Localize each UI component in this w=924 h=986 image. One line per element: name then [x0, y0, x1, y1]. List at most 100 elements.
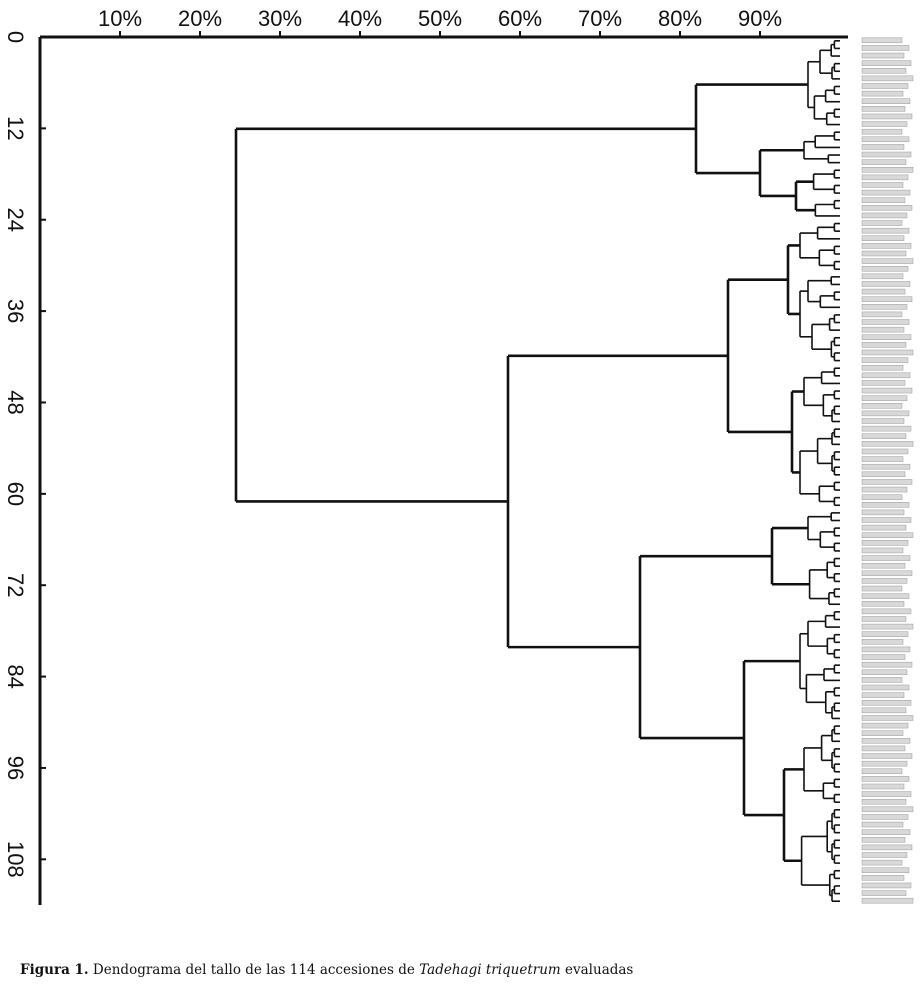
y-tick-label: 96: [3, 756, 28, 780]
leaf-label-mark: [861, 243, 912, 249]
leaf-label-mark: [861, 532, 914, 538]
leaf-label-mark: [861, 128, 903, 135]
leaf-label-mark: [861, 897, 914, 904]
leaf-label-mark: [861, 265, 909, 272]
leaf-label-mark: [861, 646, 911, 653]
leaf-label-mark: [861, 182, 904, 188]
y-tick-label: 108: [3, 841, 28, 878]
leaf-label-mark: [861, 562, 906, 569]
leaf-label-mark: [861, 479, 913, 485]
leaf-label-mark: [861, 342, 907, 348]
leaf-label-mark: [861, 783, 905, 790]
leaf-label-mark: [861, 502, 910, 508]
y-tick-label: 12: [3, 116, 28, 140]
leaf-label-mark: [861, 334, 912, 341]
dendrogram-tree: [234, 40, 840, 902]
leaf-label-mark: [861, 509, 905, 516]
leaf-label-mark: [861, 197, 906, 203]
leaf-label-mark: [861, 45, 910, 51]
figure-caption: Figura 1. Dendograma del tallo de las 11…: [20, 962, 633, 978]
axes: 10% 20% 30% 40% 50% 60% 70% 80% 90% 0 12 24 36 48 60 72…: [3, 6, 848, 905]
leaf-label-mark: [861, 738, 911, 744]
leaf-label-mark: [861, 578, 908, 584]
leaf-label-mark: [861, 806, 914, 813]
leaf-label-mark: [861, 753, 913, 759]
leaf-label-mark: [861, 722, 909, 729]
leaf-label-mark: [861, 395, 908, 401]
leaf-label-mark: [861, 68, 907, 74]
y-tick-label: 72: [3, 573, 28, 597]
y-tick-label: 36: [3, 299, 28, 323]
leaf-label-mark: [861, 37, 903, 44]
leaf-label-mark: [861, 441, 914, 447]
leaf-label-mark: [861, 106, 906, 112]
leaf-label-mark: [861, 600, 905, 607]
leaf-label-mark: [861, 844, 913, 851]
leaf-label-mark: [861, 319, 910, 325]
leaf-label-mark: [861, 258, 914, 264]
leaf-label-mark: [861, 159, 907, 165]
leaf-label-mark: [861, 250, 907, 257]
leaf-label-mark: [861, 433, 907, 439]
leaf-label-mark: [861, 829, 911, 835]
x-tick-label: 70%: [578, 6, 622, 31]
x-tick-label: 40%: [338, 6, 382, 31]
leaf-label-mark: [861, 486, 908, 493]
caption-text-after: evaluadas: [565, 962, 634, 978]
leaf-label-mark: [861, 654, 906, 660]
leaf-label-mark: [861, 608, 912, 615]
leaf-label-mark: [861, 837, 906, 843]
leaf-label-mark: [861, 882, 912, 889]
y-tick-label: 0: [3, 31, 28, 43]
leaf-label-mark: [861, 540, 909, 546]
leaf-label-mark: [861, 715, 914, 721]
leaf-label-mark: [861, 494, 903, 500]
leaf-label-mark: [861, 83, 909, 89]
leaf-label-mark: [861, 616, 907, 622]
leaf-label-mark: [861, 661, 913, 668]
leaf-label-mark: [861, 136, 910, 143]
leaf-label-mark: [861, 798, 907, 805]
leaf-label-mark: [861, 867, 910, 873]
leaf-label-mark: [861, 791, 912, 797]
leaf-label-mark: [861, 760, 908, 767]
leaf-label-mark: [861, 121, 908, 127]
leaf-label-mark: [861, 707, 907, 714]
leaf-label-mark: [861, 555, 911, 561]
leaf-label-mark: [861, 623, 914, 630]
x-tick-label: 20%: [178, 6, 222, 31]
leaf-label-mark: [861, 730, 904, 736]
caption-species: Tadehagi triquetrum: [419, 962, 561, 978]
leaf-label-mark: [861, 745, 906, 752]
leaf-label-mark: [861, 281, 911, 287]
leaf-label-mark: [861, 448, 909, 455]
leaf-label-mark: [861, 288, 906, 295]
leaf-labels: [861, 37, 914, 904]
leaf-label-mark: [861, 699, 912, 706]
leaf-label-mark: [861, 311, 903, 318]
leaf-label-mark: [861, 471, 906, 478]
leaf-label-mark: [861, 357, 909, 363]
leaf-label-mark: [861, 113, 913, 120]
leaf-label-mark: [861, 151, 912, 158]
leaf-label-mark: [861, 570, 913, 577]
leaf-label-mark: [861, 776, 910, 782]
leaf-label-mark: [861, 456, 904, 462]
x-tick-label: 30%: [258, 6, 302, 31]
leaf-label-mark: [861, 585, 903, 592]
leaf-label-mark: [861, 821, 904, 828]
leaf-label-mark: [861, 410, 910, 417]
leaf-label-mark: [861, 639, 904, 645]
x-tick-label: 90%: [738, 6, 782, 31]
leaf-label-mark: [861, 174, 909, 181]
leaf-label-mark: [861, 852, 908, 858]
leaf-label-mark: [861, 364, 904, 371]
leaf-label-mark: [861, 677, 903, 683]
leaf-label-mark: [861, 631, 909, 637]
leaf-label-mark: [861, 75, 914, 82]
leaf-label-mark: [861, 326, 905, 333]
leaf-label-mark: [861, 684, 910, 691]
leaf-label-mark: [861, 296, 913, 302]
leaf-label-mark: [861, 98, 911, 104]
leaf-label-mark: [861, 349, 914, 356]
